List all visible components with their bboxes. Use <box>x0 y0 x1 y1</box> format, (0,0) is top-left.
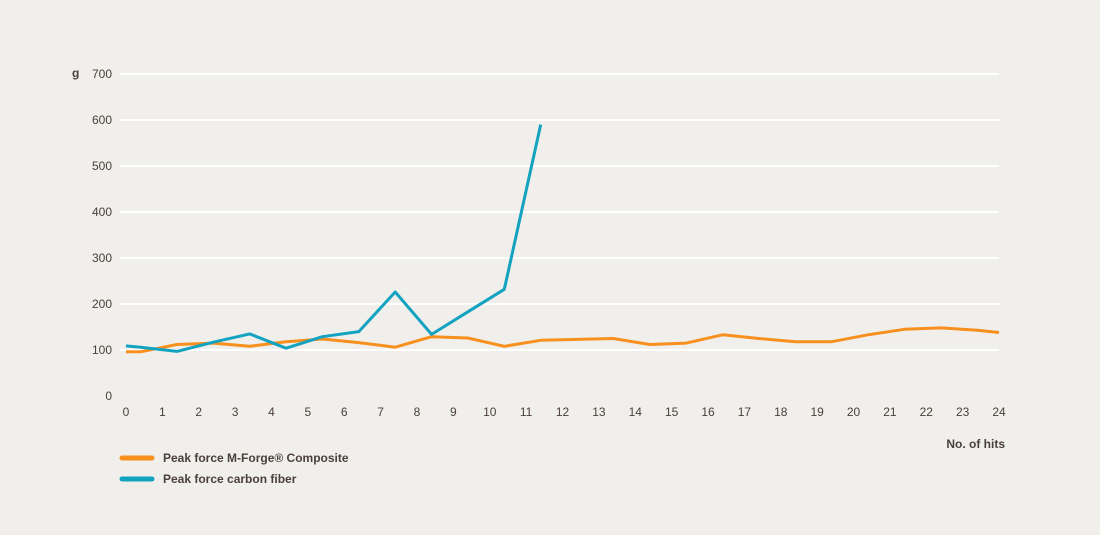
x-tick-label: 18 <box>774 405 788 419</box>
x-tick-label: 23 <box>956 405 970 419</box>
x-tick-label: 15 <box>665 405 679 419</box>
y-tick-label: 700 <box>92 67 112 81</box>
x-tick-label: 6 <box>341 405 348 419</box>
grid-lines <box>120 73 999 351</box>
x-tick-label: 5 <box>305 405 312 419</box>
y-axis-title: g <box>72 66 79 80</box>
x-tick-label: 19 <box>810 405 824 419</box>
x-tick-label: 20 <box>847 405 861 419</box>
legend: Peak force M-Forge® Composite Peak force … <box>119 451 349 486</box>
x-tick-label: 16 <box>701 405 715 419</box>
x-tick-label: 4 <box>268 405 275 419</box>
y-tick-label: 400 <box>92 205 112 219</box>
y-tick-label: 100 <box>92 343 112 357</box>
y-tick-label: 0 <box>105 389 112 403</box>
x-tick-label: 12 <box>556 405 570 419</box>
x-tick-label: 17 <box>738 405 752 419</box>
x-tick-label: 9 <box>450 405 457 419</box>
x-tick-label: 21 <box>883 405 897 419</box>
x-tick-label: 10 <box>483 405 497 419</box>
x-tick-label: 13 <box>592 405 606 419</box>
series-lines <box>125 124 1000 354</box>
y-tick-label: 500 <box>92 159 112 173</box>
x-tick-label: 2 <box>195 405 202 419</box>
legend-label: Peak force carbon fiber <box>163 472 297 486</box>
series-line-0 <box>126 326 1000 354</box>
x-tick-label: 7 <box>377 405 384 419</box>
x-tick-label: 24 <box>992 405 1006 419</box>
series-line-1 <box>125 124 543 353</box>
y-tick-label: 600 <box>92 113 112 127</box>
x-tick-label: 22 <box>920 405 934 419</box>
x-tick-label: 8 <box>414 405 421 419</box>
y-tick-label: 200 <box>92 297 112 311</box>
x-axis-title: No. of hits <box>946 437 1005 451</box>
y-tick-label: 300 <box>92 251 112 265</box>
x-tick-label: 11 <box>520 405 533 419</box>
x-tick-label: 3 <box>232 405 239 419</box>
x-tick-label: 1 <box>159 405 166 419</box>
y-axis-tick-labels: 0 100 200 300 400 500 600 700 <box>92 67 112 403</box>
legend-label: Peak force M-Forge® Composite <box>163 451 349 465</box>
x-tick-label: 14 <box>629 405 643 419</box>
x-tick-label: 0 <box>123 405 130 419</box>
x-axis-tick-labels: 0 1 2 3 4 5 6 7 8 9 10 11 12 13 14 15 16 17 18 19 20 21 22 23 24 <box>123 405 1006 419</box>
